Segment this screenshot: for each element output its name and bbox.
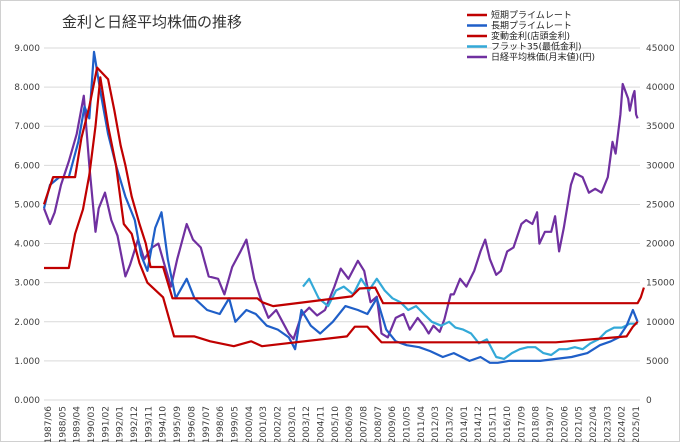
left-tick-label: 1.000 (14, 357, 40, 367)
series-lines (42, 50, 645, 364)
left-tick-label: 5.000 (14, 200, 40, 210)
x-tick-label: 2013/02 (446, 406, 456, 442)
x-tick-label: 1991/02 (101, 406, 111, 442)
x-tick-label: 2006/09 (345, 406, 355, 442)
x-tick-label: 2021/05 (575, 406, 585, 442)
x-tick-label: 2012/03 (431, 406, 441, 442)
x-tick-label: 1990/03 (87, 406, 97, 442)
x-tick-label: 2024/02 (618, 406, 628, 442)
x-tick-label: 2020/06 (560, 406, 570, 442)
series-line-2 (42, 66, 645, 308)
x-tick-label: 2010/05 (403, 406, 413, 442)
x-tick-label: 1999/05 (230, 406, 240, 442)
x-tick-label: 2004/11 (316, 406, 326, 442)
left-tick-label: 4.000 (14, 240, 40, 250)
legend-label: 長期プライムレート (491, 21, 572, 32)
x-tick-label: 2003/01 (288, 406, 298, 442)
left-tick-label: 8.000 (14, 83, 40, 93)
x-tick-label: 2009/06 (388, 406, 398, 442)
left-tick-label: 3.000 (14, 279, 40, 289)
x-tick-label: 2017/09 (517, 406, 527, 442)
x-tick-label: 2023/03 (603, 406, 613, 442)
x-tick-label: 1992/01 (116, 406, 126, 442)
series-line-0 (44, 76, 639, 348)
right-tick-label: 20000 (646, 240, 675, 250)
series-line-3 (302, 277, 638, 360)
x-tick-label: 2022/04 (589, 406, 599, 442)
left-axis-ticks: 0.000 1.000 2.000 3.000 4.000 5.000 6.000 7.000… (14, 44, 40, 406)
legend-label: フラット35(最低金利) (491, 41, 581, 53)
right-tick-label: 35000 (646, 122, 675, 132)
left-tick-label: 6.000 (14, 161, 40, 171)
left-tick-label: 2.000 (14, 318, 40, 328)
x-tick-label: 2014/12 (474, 406, 484, 442)
right-tick-label: 30000 (646, 161, 675, 171)
legend: 短期プライムレート長期プライムレート変動金利(店頭金利)フラット35(最低金利)… (467, 9, 595, 63)
x-tick-label: 1995/09 (173, 406, 183, 442)
left-tick-label: 7.000 (14, 122, 40, 132)
x-tick-label: 1994/10 (159, 406, 169, 442)
left-tick-label: 9.000 (14, 44, 40, 54)
x-tick-label: 1987/06 (44, 406, 54, 442)
x-tick-label: 2011/04 (417, 406, 427, 442)
x-tick-label: 2001/03 (259, 406, 269, 442)
left-tick-label: 0.000 (14, 396, 40, 406)
x-tick-label: 2007/08 (360, 406, 370, 442)
right-axis-ticks: 0 5000 10000 15000 20000 25000 30000 35000 40000… (646, 44, 675, 406)
x-tick-label: 2019/07 (546, 406, 556, 442)
right-tick-label: 45000 (646, 44, 675, 54)
right-tick-label: 40000 (646, 83, 675, 93)
x-tick-label: 1998/06 (216, 406, 226, 442)
x-tick-label: 2015/11 (489, 406, 499, 442)
x-tick-label: 2018/08 (532, 406, 542, 442)
x-tick-label: 2002/02 (273, 406, 283, 442)
x-tick-label: 2016/10 (503, 406, 513, 442)
x-tick-label: 1997/07 (202, 406, 212, 442)
x-tick-label: 1996/08 (187, 406, 197, 442)
x-tick-label: 2014/01 (460, 406, 470, 442)
x-tick-label: 2025/01 (632, 406, 642, 442)
right-tick-label: 10000 (646, 318, 675, 328)
chart-title: 金利と日経平均株価の推移 (62, 13, 242, 31)
x-tick-label: 2005/10 (331, 406, 341, 442)
right-tick-label: 0 (646, 396, 652, 406)
x-axis-ticks: 1987/06 1988/05 1989/04 1990/03 1991/02 1992/… (44, 406, 642, 442)
right-tick-label: 25000 (646, 200, 675, 210)
legend-label: 短期プライムレート (491, 9, 572, 21)
x-tick-label: 2000/04 (245, 406, 255, 442)
x-tick-label: 1989/04 (73, 406, 83, 442)
legend-label: 日経平均株価(月末値)(円) (491, 51, 595, 63)
right-tick-label: 15000 (646, 279, 675, 289)
legend-label: 変動金利(店頭金利) (491, 30, 570, 42)
x-tick-label: 1993/11 (144, 406, 154, 442)
x-tick-label: 1992/12 (130, 406, 140, 442)
series-line-4 (42, 82, 639, 341)
grid-lines (44, 47, 640, 401)
x-tick-label: 1988/05 (58, 406, 68, 442)
x-tick-label: 2003/12 (302, 406, 312, 442)
x-tick-label: 2008/07 (374, 406, 384, 442)
right-tick-label: 5000 (646, 357, 669, 367)
